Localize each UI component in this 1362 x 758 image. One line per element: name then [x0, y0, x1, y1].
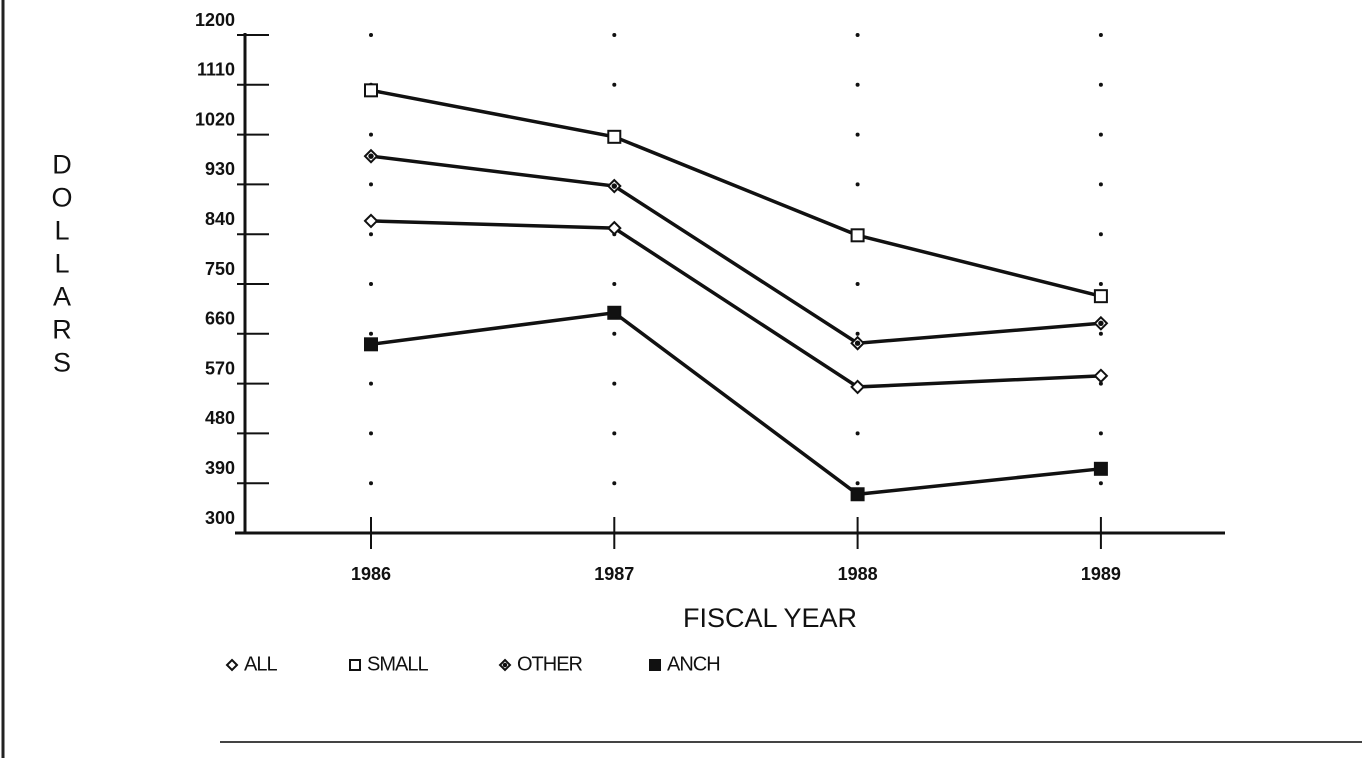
- legend-label: OTHER: [517, 653, 583, 675]
- legend-label: ANCH: [667, 653, 720, 675]
- series-line: [370, 154, 1102, 345]
- y-tick-label: 660: [205, 309, 235, 329]
- grid-dot: [1098, 232, 1103, 237]
- marker: [1093, 461, 1108, 476]
- x-tick-label: 1988: [838, 564, 878, 584]
- marker-dot: [1098, 320, 1104, 326]
- marker: [363, 213, 379, 229]
- grid-dot: [855, 481, 860, 486]
- grid-dot: [1098, 132, 1103, 137]
- grid-dot: [369, 182, 373, 187]
- series-line: [370, 219, 1101, 389]
- x-tick-label: 1986: [351, 564, 391, 584]
- grid-dot: [369, 381, 373, 386]
- marker: [606, 220, 622, 236]
- y-tick-label: 930: [205, 159, 235, 179]
- marker: [225, 658, 239, 672]
- x-tick-label: 1987: [594, 564, 634, 584]
- grid-dot: [855, 431, 860, 436]
- marker-dot: [368, 153, 374, 159]
- grid-dot: [612, 33, 617, 37]
- grid-dot: [1098, 82, 1103, 87]
- marker: [364, 337, 378, 352]
- marker: [607, 305, 622, 320]
- grid-dot: [369, 431, 373, 436]
- grid-dot: [369, 282, 373, 286]
- marker: [364, 83, 378, 98]
- marker-dot: [502, 662, 508, 668]
- grid-dot: [369, 132, 373, 137]
- y-tick-label: 840: [205, 209, 235, 229]
- grid-dot: [855, 282, 860, 286]
- marker: [349, 659, 361, 671]
- grid-dot: [369, 232, 373, 237]
- grid-dot: [369, 33, 373, 37]
- grid-dot: [612, 282, 617, 286]
- y-tick-label: 750: [205, 259, 235, 279]
- marker: [850, 379, 866, 395]
- grid-dot: [369, 481, 373, 486]
- x-axis-label: FISCAL YEAR: [683, 603, 857, 633]
- marker: [850, 228, 865, 243]
- marker: [607, 129, 622, 144]
- grid-dot: [855, 82, 860, 87]
- grid-dot: [1098, 33, 1103, 37]
- x-tick-label: 1989: [1081, 564, 1121, 584]
- grid-dot: [369, 331, 373, 336]
- grid-dot: [612, 82, 617, 87]
- y-tick-label: 1020: [195, 109, 235, 129]
- y-tick-label: 390: [205, 458, 235, 478]
- grid-dot: [1098, 481, 1103, 486]
- grid-dot: [1098, 331, 1103, 336]
- grid-dot: [855, 182, 860, 187]
- grid-dot: [855, 33, 860, 37]
- grid-dot: [612, 331, 617, 336]
- y-axis-label: DOLLARS: [47, 150, 77, 381]
- grid-dot: [1098, 282, 1103, 286]
- marker: [850, 487, 865, 502]
- grid-dot: [612, 431, 617, 436]
- marker: [1093, 289, 1108, 304]
- marker: [1093, 368, 1109, 384]
- grid-dot: [1098, 381, 1103, 386]
- marker-dot: [611, 183, 617, 189]
- grid-dot: [612, 481, 617, 486]
- grid-dot: [1098, 431, 1103, 436]
- y-tick-label: 1110: [197, 60, 235, 80]
- grid-dot: [1098, 182, 1103, 187]
- grid-dot: [612, 381, 617, 386]
- series-line: [370, 88, 1102, 298]
- legend-label: SMALL: [367, 653, 428, 675]
- legend-label: ALL: [244, 653, 277, 675]
- marker-dot: [854, 340, 861, 346]
- grid-dot: [855, 331, 860, 336]
- y-tick-label: 1200: [195, 10, 235, 30]
- y-tick-label: 570: [205, 358, 235, 378]
- marker: [649, 659, 661, 671]
- y-tick-label: 480: [205, 408, 235, 428]
- y-tick-label: 300: [205, 508, 235, 528]
- grid-dot: [855, 132, 860, 137]
- series-line: [370, 310, 1102, 497]
